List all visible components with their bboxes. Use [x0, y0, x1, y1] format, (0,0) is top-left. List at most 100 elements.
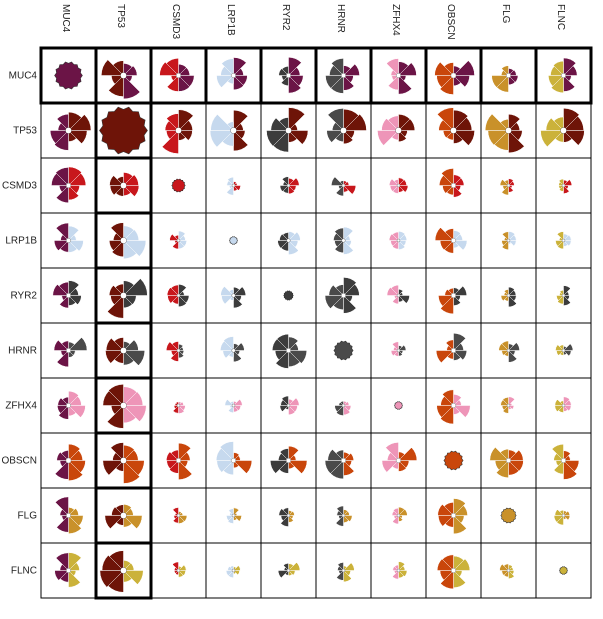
glyph-wedge	[287, 460, 308, 474]
glyph-wedge	[386, 58, 399, 77]
glyph-wedge	[53, 339, 70, 351]
glyph-wedge	[452, 130, 475, 146]
glyph-center	[450, 127, 457, 134]
glyph-center	[506, 293, 511, 298]
glyph-wedge	[59, 294, 69, 309]
cell-FLNC-MUC4	[40, 542, 97, 599]
glyph-wedge	[68, 569, 81, 588]
glyph-wedge	[223, 336, 234, 352]
glyph-center	[120, 292, 127, 299]
cell-HRNR-FLNC	[535, 322, 592, 379]
glyph-wedge	[178, 109, 194, 132]
glyph-wedge	[436, 558, 455, 571]
glyph-wedge	[288, 404, 296, 416]
glyph-wedge	[232, 515, 242, 522]
glyph-center	[65, 402, 72, 409]
cell-FLG-ZFHX4	[370, 487, 427, 544]
glyph-wedge	[398, 561, 406, 572]
glyph-wedge	[555, 240, 565, 247]
glyph-wedge	[232, 286, 247, 296]
glyph-center	[341, 238, 346, 243]
glyph-center	[340, 457, 347, 464]
glyph-wedge	[553, 60, 564, 77]
glyph-wedge	[67, 295, 82, 305]
glyph-wedge	[503, 563, 509, 572]
glyph-wedge	[398, 231, 406, 242]
glyph-wedge	[101, 554, 125, 571]
glyph-wedge	[452, 285, 467, 296]
cell-MUC4-TP53	[95, 47, 152, 104]
glyph-wedge	[287, 350, 307, 364]
glyph-wedge	[123, 349, 135, 366]
glyph-wedge	[545, 117, 565, 131]
cell-border	[535, 542, 592, 599]
glyph-center	[120, 182, 127, 189]
cell-CSMD3-TP53	[95, 157, 152, 214]
cell-RYR2-MUC4	[40, 267, 97, 324]
glyph-wedge	[452, 177, 465, 186]
glyph-wedge	[554, 399, 565, 406]
glyph-wedge	[233, 109, 249, 132]
row-label-TP53: TP53	[13, 126, 37, 137]
glyph-center	[505, 457, 512, 464]
glyph-wedge	[553, 459, 564, 475]
cell-RYR2-FLNC	[535, 267, 592, 324]
glyph-wedge	[540, 130, 565, 148]
glyph-wedge	[166, 287, 180, 296]
cell-FLNC-FLG	[480, 542, 537, 599]
glyph-wedge	[557, 239, 564, 250]
glyph-wedge	[172, 404, 179, 414]
glyph-wedge	[563, 459, 578, 480]
glyph-center	[176, 568, 181, 573]
glyph-wedge	[104, 515, 125, 530]
glyph-wedge	[548, 75, 565, 87]
glyph-wedge	[169, 459, 179, 474]
glyph-wedge	[287, 562, 301, 571]
glyph-wedge	[123, 74, 141, 100]
glyph-center	[395, 72, 402, 79]
glyph-center	[285, 127, 292, 134]
glyph-wedge	[277, 240, 290, 249]
glyph-wedge	[68, 166, 82, 187]
glyph-wedge	[57, 405, 70, 414]
glyph-wedge	[563, 129, 573, 143]
cell-FLNC-ZFHX4	[370, 542, 427, 599]
glyph-center	[450, 292, 457, 299]
column-label-TP53: TP53	[115, 4, 126, 28]
glyph-wedge	[443, 62, 454, 77]
row-label-ZFHX4: ZFHX4	[5, 401, 37, 412]
glyph-wedge	[107, 294, 124, 319]
glyph-center	[450, 237, 457, 244]
glyph-wedge	[393, 179, 399, 187]
glyph-wedge	[335, 284, 344, 297]
glyph-wedge	[453, 129, 464, 144]
glyph-center	[341, 403, 346, 408]
glyph-wedge	[56, 514, 69, 533]
glyph-wedge	[54, 129, 69, 151]
glyph-wedge	[342, 63, 360, 76]
glyph-wedge	[56, 451, 70, 461]
glyph-wedge	[277, 570, 290, 579]
glyph-wedge	[166, 451, 180, 461]
glyph-wedge	[342, 113, 367, 131]
glyph-wedge	[562, 240, 572, 247]
cell-OBSCN-HRNR	[315, 432, 372, 489]
glyph-wedge	[67, 337, 88, 351]
glyph-wedge	[108, 285, 125, 296]
glyph-wedge	[52, 284, 70, 296]
glyph-wedge	[453, 498, 466, 517]
glyph-center	[396, 238, 401, 243]
glyph-wedge	[227, 514, 234, 524]
glyph-wedge	[110, 222, 124, 242]
glyph-wedge	[508, 396, 516, 407]
glyph-wedge	[397, 570, 408, 577]
glyph-center	[120, 347, 127, 354]
glyph-wedge	[67, 562, 80, 571]
glyph-center	[341, 568, 346, 573]
cell-OBSCN-LRP1B	[205, 432, 262, 489]
glyph-wedge	[232, 405, 242, 411]
glyph-wedge	[282, 232, 289, 242]
glyph-wedge	[331, 58, 344, 77]
glyph-wedge	[500, 118, 509, 132]
glyph-wedge	[556, 295, 565, 301]
